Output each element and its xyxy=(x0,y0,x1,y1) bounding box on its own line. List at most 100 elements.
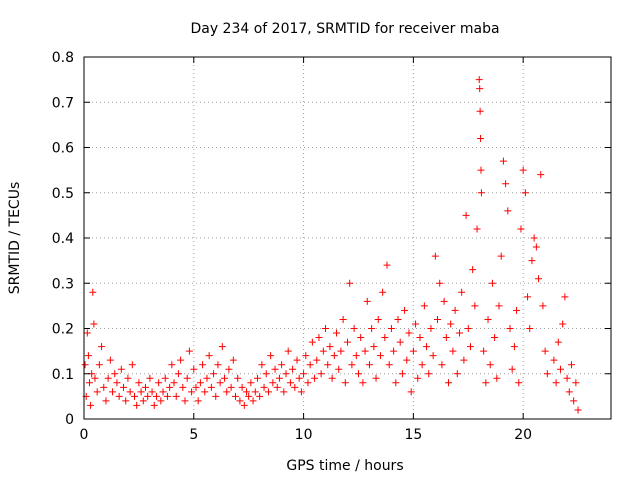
data-point xyxy=(357,334,365,342)
x-tick-label: 0 xyxy=(80,427,89,443)
data-point xyxy=(387,325,395,332)
data-point xyxy=(308,338,316,346)
data-point xyxy=(344,338,351,346)
data-point xyxy=(451,306,459,314)
data-point xyxy=(502,180,510,188)
data-point xyxy=(524,293,532,301)
data-point xyxy=(201,388,209,396)
data-point xyxy=(221,374,229,382)
data-point xyxy=(196,379,204,387)
data-point xyxy=(543,370,551,378)
data-point xyxy=(234,374,242,382)
data-point xyxy=(561,293,569,301)
data-point xyxy=(390,347,398,355)
data-point xyxy=(207,383,215,391)
data-point xyxy=(317,370,325,378)
data-point xyxy=(199,361,207,369)
data-point xyxy=(273,383,281,391)
data-point xyxy=(392,379,400,387)
data-point xyxy=(170,379,178,387)
data-point xyxy=(429,352,437,360)
data-point xyxy=(240,401,248,409)
data-point xyxy=(163,392,171,400)
chart-title: Day 234 of 2017, SRMTID for receiver mab… xyxy=(190,21,499,37)
data-point xyxy=(245,392,253,400)
data-point xyxy=(537,171,545,179)
data-point xyxy=(249,397,257,405)
x-tick-label: 10 xyxy=(295,427,313,443)
data-point xyxy=(515,379,523,387)
data-point xyxy=(137,388,145,396)
data-point xyxy=(462,211,470,219)
data-point xyxy=(280,388,288,396)
data-point xyxy=(210,370,218,378)
data-point xyxy=(556,365,564,373)
data-point xyxy=(471,302,479,310)
data-point xyxy=(427,325,435,332)
data-point xyxy=(115,392,123,400)
data-point xyxy=(499,157,507,165)
data-point xyxy=(480,347,488,355)
data-point xyxy=(91,374,99,382)
data-point xyxy=(504,207,512,215)
data-point xyxy=(177,356,185,364)
data-point xyxy=(148,388,156,396)
data-point xyxy=(368,325,376,332)
data-point xyxy=(223,388,231,396)
data-point xyxy=(414,374,422,382)
data-point xyxy=(374,315,382,323)
data-point xyxy=(181,397,189,405)
data-point xyxy=(381,334,389,342)
data-points xyxy=(81,76,582,414)
data-point xyxy=(100,383,108,391)
data-point xyxy=(218,343,226,351)
data-point xyxy=(166,383,174,391)
data-point xyxy=(251,388,259,396)
data-point xyxy=(161,374,169,382)
y-tick-label: 0.3 xyxy=(52,276,74,292)
data-point xyxy=(205,352,213,360)
data-point xyxy=(133,401,141,409)
data-point xyxy=(330,352,338,360)
data-point xyxy=(286,379,294,387)
data-point xyxy=(157,397,165,405)
data-point xyxy=(572,379,580,387)
data-point xyxy=(396,338,404,346)
data-point xyxy=(394,315,402,323)
data-point xyxy=(120,383,128,391)
data-point xyxy=(486,361,494,369)
data-point xyxy=(111,370,119,378)
data-point xyxy=(418,361,426,369)
data-point xyxy=(466,343,474,351)
x-tick-label: 20 xyxy=(514,427,532,443)
data-point xyxy=(291,383,299,391)
data-point xyxy=(508,365,516,373)
data-point xyxy=(128,361,136,369)
data-point xyxy=(497,252,505,260)
data-point xyxy=(440,297,448,305)
data-point xyxy=(528,257,536,265)
data-point xyxy=(135,379,143,387)
grid xyxy=(84,57,611,419)
data-point xyxy=(476,107,484,115)
data-point xyxy=(405,329,413,337)
data-point xyxy=(289,365,297,373)
data-point xyxy=(567,361,575,369)
data-point xyxy=(477,134,485,142)
data-point xyxy=(275,374,283,382)
data-point xyxy=(190,365,198,373)
data-point xyxy=(333,329,341,337)
data-point xyxy=(113,379,121,387)
data-point xyxy=(339,315,347,323)
data-point xyxy=(407,388,415,396)
data-point xyxy=(482,379,490,387)
data-point xyxy=(438,361,446,369)
data-point xyxy=(102,397,110,405)
data-point xyxy=(574,406,582,414)
data-point xyxy=(183,374,191,382)
data-point xyxy=(117,365,125,373)
data-point xyxy=(295,374,303,382)
data-point xyxy=(383,261,391,269)
data-point xyxy=(370,343,378,351)
